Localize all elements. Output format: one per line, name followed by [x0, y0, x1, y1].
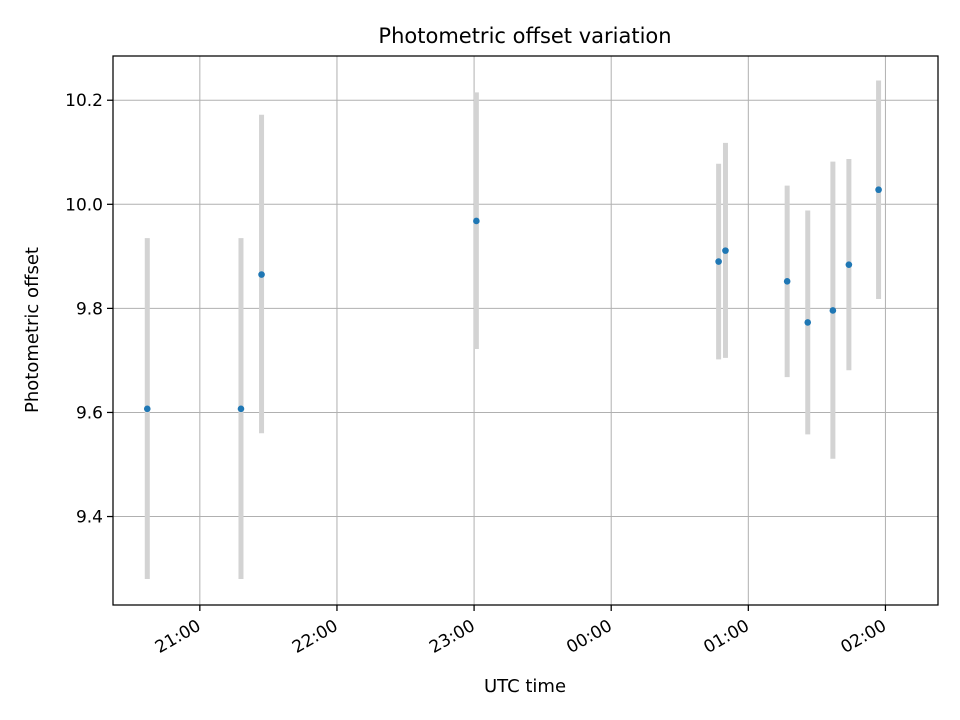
data-point: [258, 271, 265, 278]
data-point: [845, 261, 853, 268]
data-point: [473, 217, 480, 225]
data-point: [237, 405, 245, 413]
y-axis-title: Photometric offset: [22, 247, 43, 413]
y-tick-label: 10.0: [65, 195, 103, 215]
data-point: [829, 307, 837, 314]
data-point: [783, 278, 791, 285]
y-tick-label: 9.8: [76, 299, 103, 319]
plot-area: [113, 56, 938, 605]
data-point: [804, 319, 812, 326]
y-tick-label: 9.6: [76, 403, 103, 423]
y-axis: 9.4 9.6 9.8 10.0 10.2: [65, 91, 113, 528]
y-tick-label: 10.2: [65, 91, 103, 111]
chart-title: Photometric offset variation: [378, 24, 671, 48]
data-point: [875, 186, 882, 194]
data-point: [715, 258, 722, 265]
data-point: [143, 405, 151, 413]
x-axis-title: UTC time: [484, 676, 566, 697]
y-tick-label: 9.4: [76, 508, 103, 528]
data-points: [143, 186, 882, 413]
data-point: [722, 247, 729, 254]
plot-frame: [112, 55, 939, 606]
